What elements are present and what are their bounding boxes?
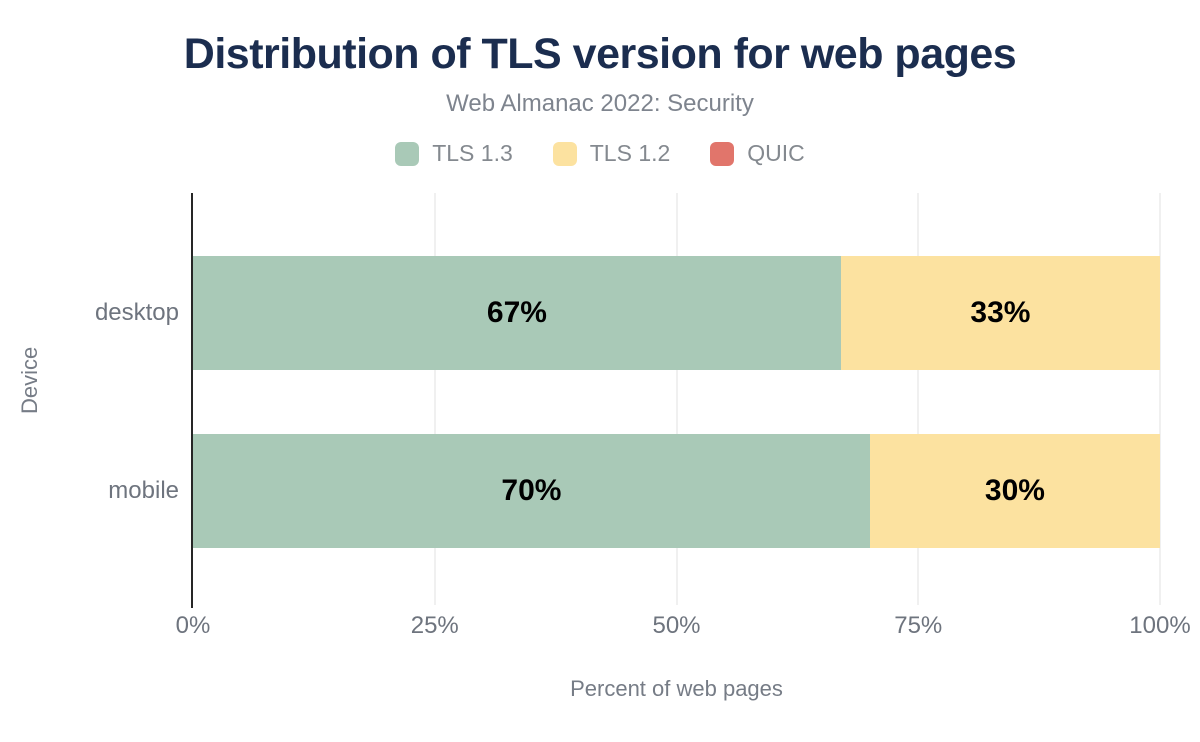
x-tick-label-0: 0% [175, 612, 211, 639]
x-tick-label-25: 25% [410, 612, 459, 639]
x-tick-label-50: 50% [652, 612, 701, 639]
y-category-label-desktop: desktop [94, 299, 179, 326]
gridline-25 [433, 193, 436, 605]
bar-segment-tls-1-3-mobile: 70% [193, 434, 870, 548]
chart-subtitle: Web Almanac 2022: Security [446, 90, 754, 117]
legend-label: QUIC [747, 140, 805, 166]
y-axis-line [191, 193, 193, 608]
legend-swatch-tls-1-3 [395, 141, 420, 166]
y-axis-title: Device [17, 346, 42, 414]
x-tick-label-75: 75% [894, 612, 943, 639]
bar-desktop: 67% 33% [193, 256, 1160, 370]
y-category-label-mobile: mobile [108, 477, 179, 504]
bar-segment-tls-1-2-desktop: 33% [840, 256, 1160, 370]
x-tick-label-100: 100% [1129, 612, 1191, 639]
bar-value-label: 70% [501, 474, 562, 507]
bar-mobile: 70% 30% [193, 434, 1160, 548]
x-axis-title: Percent of web pages [570, 676, 783, 701]
legend-label: TLS 1.3 [432, 140, 513, 166]
bar-value-label: 33% [970, 296, 1031, 329]
legend-item-tls-1-2: TLS 1.2 [552, 140, 671, 167]
gridline-100 [1159, 193, 1161, 605]
bar-segment-tls-1-2-mobile: 30% [869, 434, 1160, 548]
legend-item-tls-1-3: TLS 1.3 [395, 140, 513, 167]
gridline-75 [917, 193, 920, 605]
bar-value-label: 30% [984, 474, 1045, 507]
bar-segment-tls-1-3-desktop: 67% [193, 256, 841, 370]
plot-area: 67% 33% 70% 30% [191, 193, 1161, 608]
legend: TLS 1.3 TLS 1.2 QUIC [0, 140, 1200, 167]
bar-value-label: 67% [486, 296, 547, 329]
legend-swatch-tls-1-2 [552, 141, 577, 166]
chart-title: Distribution of TLS version for web page… [183, 30, 1017, 78]
legend-label: TLS 1.2 [589, 140, 671, 166]
legend-item-quic: QUIC [710, 140, 805, 167]
legend-swatch-quic [710, 141, 735, 166]
gridline-50 [675, 193, 678, 605]
